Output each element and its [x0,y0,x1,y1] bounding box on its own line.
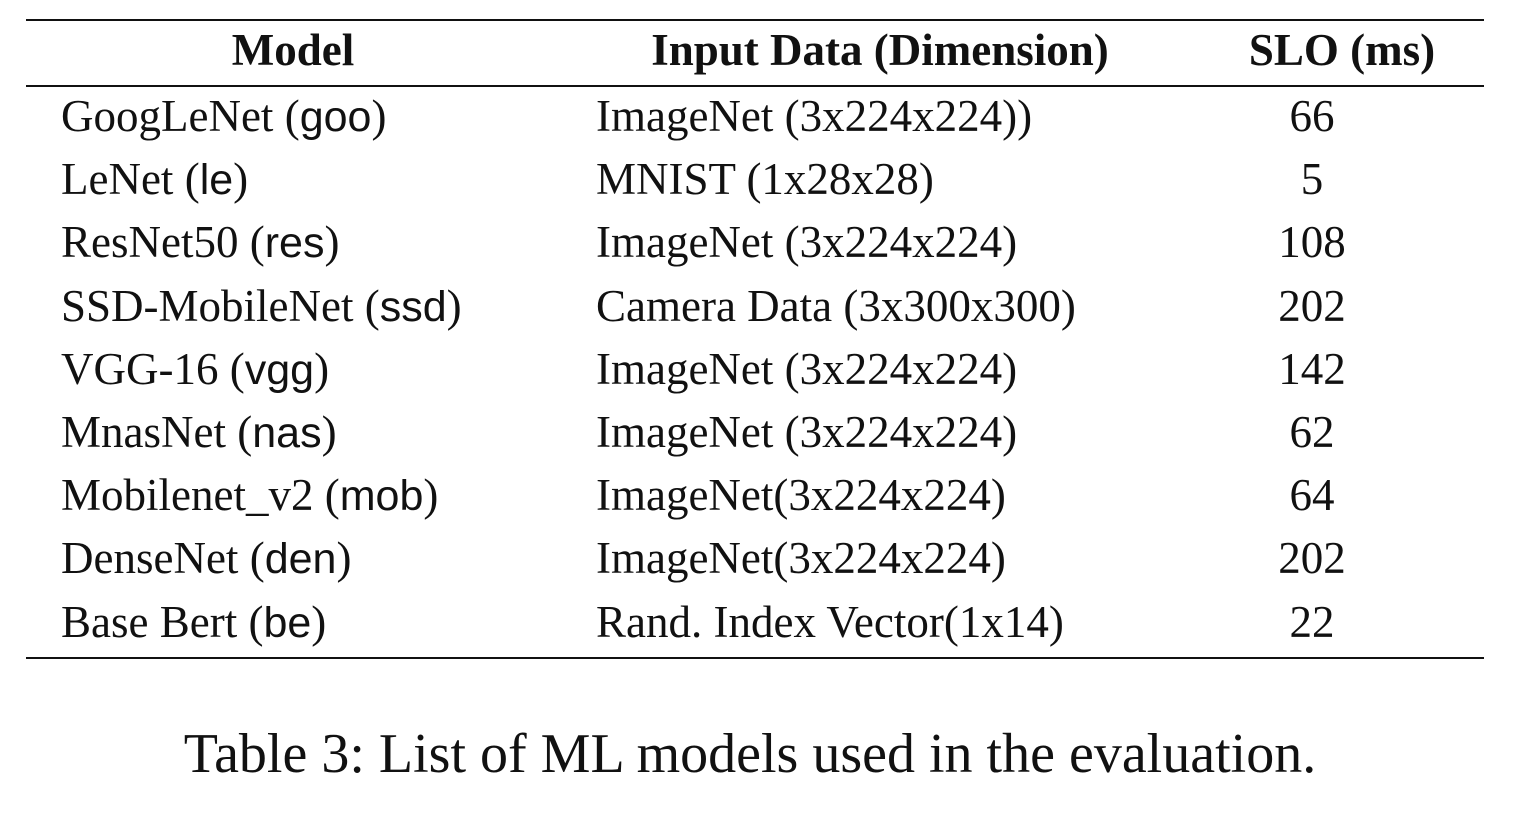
table-row-slo: 202 [1278,533,1346,583]
model-name: LeNet [61,154,174,204]
model-abbreviation: res [264,219,325,267]
table-header-rule [26,85,1484,87]
model-name: Mobilenet_v2 [61,470,314,520]
model-name: DenseNet [61,533,239,583]
model-name: GoogLeNet [61,91,274,141]
table-row-model: GoogLeNet (goo) [61,91,387,141]
model-abbreviation: ssd [379,283,447,331]
table-row-slo: 66 [1289,91,1335,141]
table-row-input-data: MNIST (1x28x28) [596,154,934,204]
table-row-slo: 22 [1289,597,1335,647]
model-abbreviation: goo [299,93,372,141]
model-name: Base Bert [61,597,238,647]
model-name: MnasNet [61,407,226,457]
table-row-input-data: ImageNet (3x224x224) [596,217,1018,267]
table-row-slo: 142 [1278,344,1346,394]
table-bottom-rule [26,657,1484,659]
table-row-slo: 62 [1289,407,1335,457]
model-name: ResNet50 [61,217,239,267]
table-row-model: Mobilenet_v2 (mob) [61,470,439,520]
table-row-model: Base Bert (be) [61,597,327,647]
table-top-rule [26,19,1484,21]
table-row-input-data: Camera Data (3x300x300) [596,281,1076,331]
model-abbreviation: nas [252,409,322,457]
model-abbreviation: be [263,599,312,647]
table-row-input-data: ImageNet (3x224x224) [596,344,1018,394]
table-caption: Table 3: List of ML models used in the e… [183,723,1317,785]
table-row-model: DenseNet (den) [61,533,352,583]
model-name: SSD-MobileNet [61,281,354,331]
model-name: VGG-16 [61,344,219,394]
table-row-input-data: ImageNet (3x224x224)) [596,91,1033,141]
table-row-slo: 202 [1278,281,1346,331]
table-row-slo: 108 [1278,217,1346,267]
table-row-slo: 64 [1289,470,1335,520]
table-row-input-data: Rand. Index Vector(1x14) [596,597,1064,647]
table-row-slo: 5 [1300,154,1324,204]
header-slo: SLO (ms) [1248,25,1436,75]
table-row-input-data: ImageNet (3x224x224) [596,407,1018,457]
model-abbreviation: den [264,535,337,583]
table-row-model: SSD-MobileNet (ssd) [61,281,462,331]
header-model: Model [231,25,355,75]
table-row-model: VGG-16 (vgg) [61,344,330,394]
table-row-input-data: ImageNet(3x224x224) [596,533,1006,583]
model-abbreviation: le [199,156,234,204]
header-input-data: Input Data (Dimension) [651,25,1109,75]
table-row-model: MnasNet (nas) [61,407,337,457]
model-abbreviation: vgg [244,346,315,394]
model-abbreviation: mob [339,472,424,520]
table-row-model: ResNet50 (res) [61,217,340,267]
table-row-input-data: ImageNet(3x224x224) [596,470,1006,520]
table-row-model: LeNet (le) [61,154,249,204]
